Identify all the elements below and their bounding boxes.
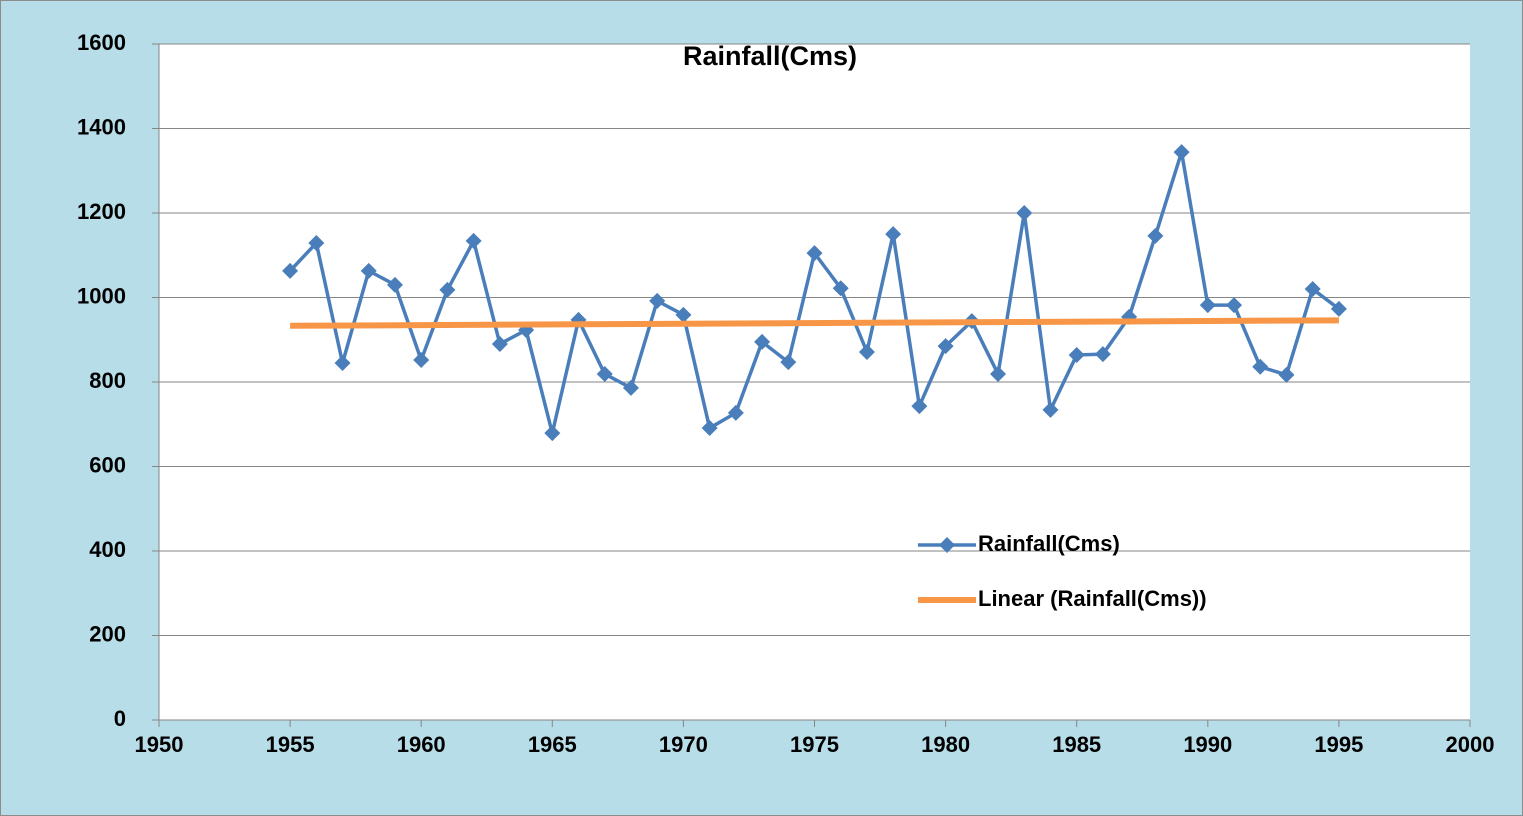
y-tick-label: 1600	[77, 30, 126, 55]
data-point	[1278, 366, 1295, 383]
data-point	[544, 425, 561, 442]
data-point	[1147, 227, 1164, 244]
data-point	[1226, 297, 1243, 314]
legend-label: Linear (Rainfall(Cms))	[978, 586, 1207, 611]
data-point	[1173, 144, 1190, 161]
data-point	[386, 276, 403, 293]
data-point	[911, 398, 928, 415]
data-point	[727, 404, 744, 421]
y-tick-label: 1200	[77, 199, 126, 224]
data-point	[491, 335, 508, 352]
y-tick-label: 800	[89, 368, 126, 393]
y-tick-label: 400	[89, 537, 126, 562]
data-point	[308, 234, 325, 251]
data-point	[1068, 346, 1085, 363]
x-tick-label: 1995	[1314, 732, 1363, 757]
y-tick-label: 0	[114, 706, 126, 731]
x-tick-label: 1975	[790, 732, 839, 757]
y-tick-label: 1000	[77, 283, 126, 308]
legend-label: Rainfall(Cms)	[978, 531, 1120, 556]
data-point	[780, 354, 797, 371]
data-point	[360, 262, 377, 279]
x-tick-label: 2000	[1446, 732, 1495, 757]
data-point	[806, 245, 823, 262]
x-tick-label: 1960	[397, 732, 446, 757]
data-point	[439, 281, 456, 298]
data-point	[675, 306, 692, 323]
x-tick-label: 1990	[1183, 732, 1232, 757]
legend-marker	[939, 537, 955, 553]
data-point	[334, 354, 351, 371]
data-point	[885, 226, 902, 243]
data-point	[1016, 205, 1033, 221]
data-point	[465, 232, 482, 249]
x-tick-label: 1980	[921, 732, 970, 757]
x-tick-label: 1955	[266, 732, 315, 757]
trend-line	[290, 317, 1339, 329]
data-point	[1094, 346, 1111, 363]
data-point	[413, 352, 430, 369]
data-point	[754, 333, 771, 350]
y-tick-label: 1400	[77, 114, 126, 139]
data-point	[1252, 358, 1269, 375]
data-point	[1042, 401, 1059, 418]
data-point	[282, 262, 299, 279]
data-point	[858, 344, 875, 361]
x-tick-label: 1985	[1052, 732, 1101, 757]
data-point	[937, 338, 954, 355]
data-point	[990, 365, 1007, 382]
x-tick-label: 1950	[135, 732, 184, 757]
x-tick-label: 1965	[528, 732, 577, 757]
y-tick-label: 200	[89, 621, 126, 646]
data-point	[832, 280, 849, 297]
y-tick-label: 600	[89, 452, 126, 477]
data-point	[701, 420, 718, 437]
data-point	[596, 365, 613, 382]
data-point	[1330, 300, 1347, 317]
data-point	[622, 379, 639, 396]
data-point	[649, 292, 666, 309]
data-point	[1199, 297, 1216, 314]
chart-title: Rainfall(Cms)	[683, 41, 857, 71]
x-tick-label: 1970	[659, 732, 708, 757]
data-point	[1304, 281, 1321, 298]
